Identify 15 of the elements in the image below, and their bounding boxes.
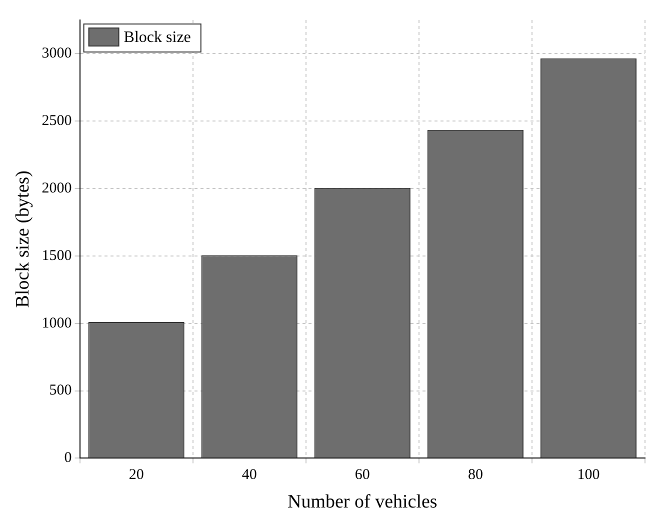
- x-tick-label: 20: [128, 467, 144, 484]
- x-tick-label: 80: [468, 467, 483, 484]
- x-tick-label: 40: [242, 467, 257, 484]
- legend-label: Block size: [124, 29, 191, 46]
- y-tick-label: 0: [64, 450, 72, 466]
- y-tick-label: 1500: [42, 248, 72, 264]
- y-tick-label: 3000: [42, 46, 72, 62]
- y-tick-label: 500: [49, 382, 72, 399]
- y-tick-label: 2500: [42, 113, 72, 130]
- y-axis-title: Block size (bytes): [12, 170, 34, 308]
- x-tick-label: 60: [354, 467, 370, 484]
- y-tick-label: 1000: [42, 315, 72, 332]
- y-tick-label: 2000: [42, 180, 72, 196]
- x-tick-label: 100: [577, 467, 600, 484]
- x-axis-title: Number of vehicles: [287, 492, 438, 513]
